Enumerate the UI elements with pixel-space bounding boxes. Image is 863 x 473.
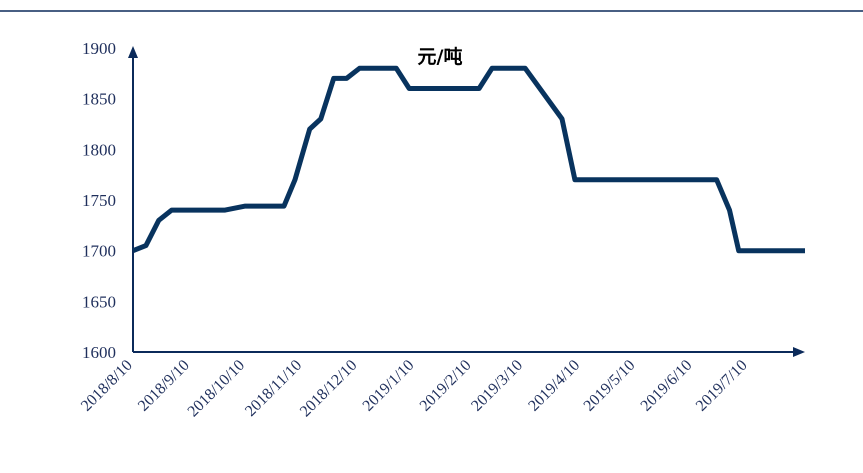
y-tick-label: 1850 bbox=[82, 90, 116, 109]
x-tick-label: 2018/10/10 bbox=[185, 357, 249, 421]
x-tick-label: 2019/1/10 bbox=[360, 357, 418, 415]
x-tick-label: 2018/9/10 bbox=[135, 357, 193, 415]
x-axis-arrow bbox=[793, 347, 805, 357]
unit-label: 元/吨 bbox=[418, 45, 463, 68]
x-tick-label: 2019/7/10 bbox=[693, 357, 751, 415]
y-tick-label: 1800 bbox=[82, 140, 116, 159]
series-layer bbox=[132, 65, 805, 254]
y-tick-label: 1650 bbox=[82, 292, 116, 311]
x-axis: 2018/8/10 2018/9/102018/10/102018/11/1020… bbox=[78, 347, 805, 420]
y-tick-label: 1700 bbox=[82, 242, 116, 261]
x-tick-label: 2018/11/10 bbox=[242, 357, 305, 420]
y-axis-arrow bbox=[128, 46, 138, 58]
x-tick-label: 2018/12/10 bbox=[297, 357, 361, 421]
x-tick-label: 2019/3/10 bbox=[468, 357, 526, 415]
x-tick-label: 2019/5/10 bbox=[581, 357, 639, 415]
y-tick-label: 1750 bbox=[82, 191, 116, 210]
y-axis: 1600 1650 1700 1750 1800 1850 1900 bbox=[82, 39, 138, 362]
y-tick-label: 1900 bbox=[82, 39, 116, 58]
x-tick-label: 2019/4/10 bbox=[525, 357, 583, 415]
series-line bbox=[132, 65, 805, 254]
x-tick-label: 2019/6/10 bbox=[638, 357, 696, 415]
y-tick-label: 1600 bbox=[82, 343, 116, 362]
x-tick-label: 2018/8/10 bbox=[78, 357, 136, 415]
x-tick-label: 2019/2/10 bbox=[417, 357, 475, 415]
